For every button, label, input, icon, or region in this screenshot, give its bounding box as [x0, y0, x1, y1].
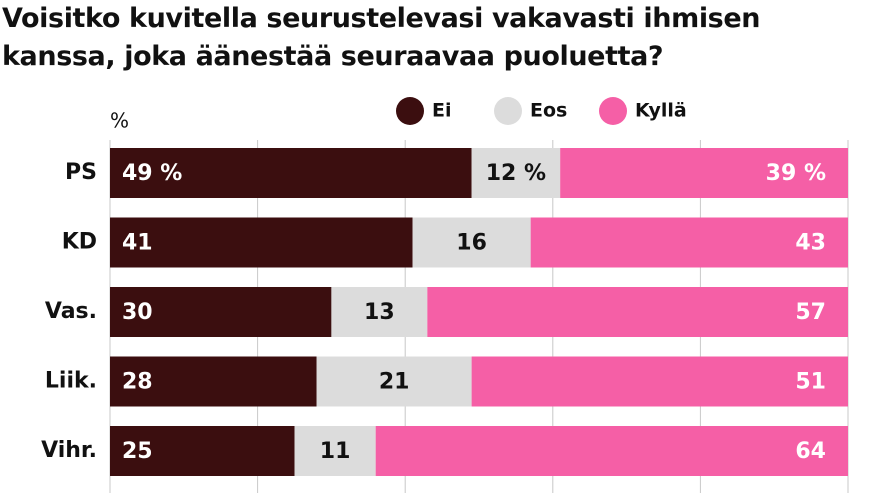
bar-segment — [294, 426, 376, 476]
y-tick-label: Vas. — [45, 299, 97, 324]
title-box: Voisitko kuvitella seurustelevasi vakava… — [2, 3, 761, 72]
chart-title: Voisitko kuvitella seurustelevasi vakava… — [2, 3, 761, 72]
legend-label: Kyllä — [635, 100, 687, 122]
bar-segment — [110, 426, 295, 476]
value-label: 51 — [795, 370, 826, 395]
value-label: 11 — [320, 439, 351, 464]
value-label: 57 — [795, 300, 826, 325]
value-label: 30 — [122, 300, 153, 325]
bar-segment — [412, 217, 531, 268]
value-label: 41 — [122, 231, 153, 256]
legend-swatch — [494, 97, 522, 125]
y-tick-label: Liik. — [45, 369, 97, 394]
unit-label: % — [110, 109, 129, 133]
value-label: 12 % — [486, 161, 546, 186]
bar-segment — [110, 356, 317, 407]
bar-segment — [530, 217, 848, 268]
y-tick-label: PS — [65, 160, 97, 185]
y-tick-label: Vihr. — [41, 438, 97, 463]
bar-segment — [375, 426, 848, 476]
bar-segment — [110, 148, 472, 198]
value-label: 43 — [795, 231, 826, 256]
bar-segment — [471, 356, 848, 407]
y-tick-label: KD — [62, 230, 97, 255]
bar-segment — [316, 356, 472, 407]
value-label: 49 % — [122, 161, 182, 186]
value-label: 13 — [364, 300, 395, 325]
bar-segment — [110, 217, 413, 268]
bar-segment — [560, 148, 848, 198]
value-label: 64 — [795, 439, 826, 464]
bar-segment — [427, 287, 848, 337]
legend-label: Eos — [530, 100, 567, 122]
bar-segment — [471, 148, 561, 198]
bar-segment — [331, 287, 428, 337]
value-label: 25 — [122, 439, 153, 464]
value-label: 16 — [456, 231, 487, 256]
value-label: 21 — [379, 370, 410, 395]
value-label: 28 — [122, 370, 153, 395]
value-label: 39 % — [766, 161, 826, 186]
legend-swatch — [396, 97, 424, 125]
bar-segment — [110, 287, 332, 337]
legend-swatch — [599, 97, 627, 125]
legend-label: Ei — [432, 100, 452, 122]
